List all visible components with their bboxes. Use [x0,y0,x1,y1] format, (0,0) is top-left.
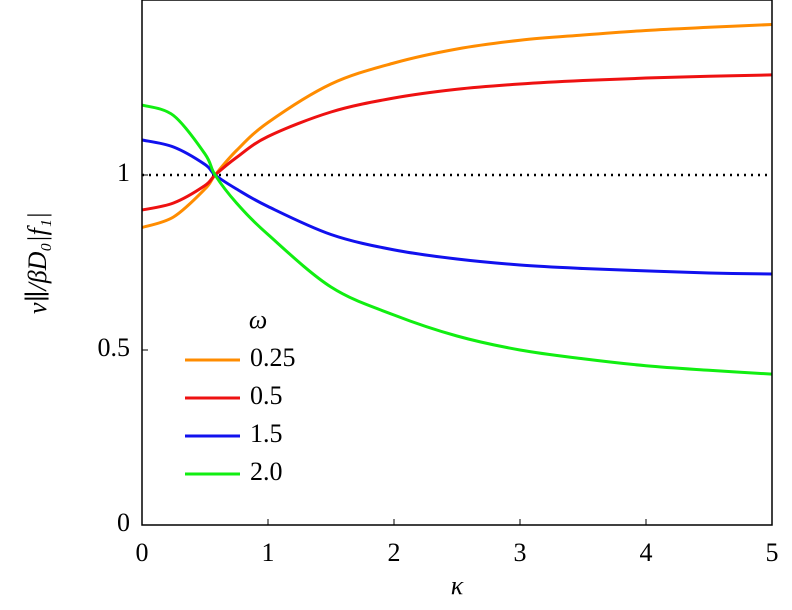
x-tick-label: 4 [640,538,653,567]
legend-label: 1.5 [250,419,283,448]
line-series [141,73,773,212]
x-tick-label: 1 [262,538,275,567]
legend-label: 0.5 [250,381,283,410]
y-tick-label: 1 [117,158,130,187]
x-tick-label: 5 [766,538,779,567]
y-tick-label: 0 [117,508,130,537]
line-series [141,103,773,376]
y-tick-label: 0.5 [98,333,131,362]
legend-title: ω [249,305,267,334]
legend-label: 0.25 [250,343,296,372]
x-tick-label: 3 [514,538,527,567]
plot-frame [141,0,773,526]
line-series [141,23,773,229]
y-axis-label: v∥/βD₀|f₁| [23,212,52,314]
line-series [141,138,773,276]
x-tick-label: 0 [136,538,149,567]
x-axis-label: κ [451,571,464,600]
x-tick-label: 2 [388,538,401,567]
legend-label: 2.0 [250,457,283,486]
